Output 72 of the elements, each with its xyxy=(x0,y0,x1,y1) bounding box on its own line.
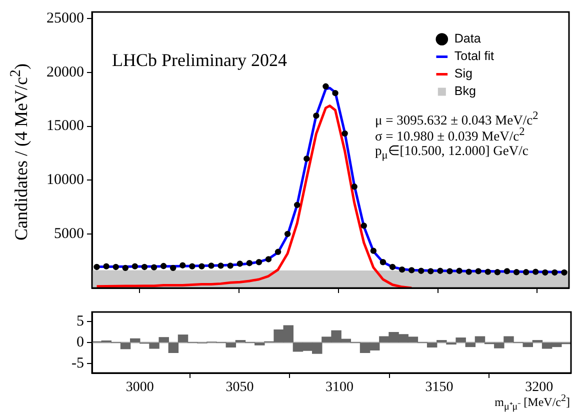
point xyxy=(160,262,167,270)
point xyxy=(408,267,415,274)
point xyxy=(532,268,539,275)
y-tick-label: 20000 xyxy=(46,64,84,80)
point xyxy=(418,268,424,274)
point xyxy=(103,263,110,270)
point xyxy=(552,269,558,276)
point xyxy=(304,156,310,162)
annotation: σ = 10.980 ± 0.039 MeV/c$^{2}$ xyxy=(375,126,525,144)
point xyxy=(180,262,186,268)
legend-label: Data xyxy=(454,32,481,46)
x-tick-label: 3100 xyxy=(325,380,354,396)
annotation: p$_{μ}$∈[10.500, 12.000] GeV/c xyxy=(375,142,528,162)
point xyxy=(522,269,530,276)
legend-label: Sig xyxy=(454,66,473,81)
point xyxy=(150,264,158,270)
point xyxy=(218,262,224,269)
point xyxy=(351,184,358,190)
y-tick-label: 10000 xyxy=(46,172,84,188)
point xyxy=(170,264,176,272)
point xyxy=(189,263,196,270)
point xyxy=(360,222,367,229)
point xyxy=(332,90,338,96)
point xyxy=(284,230,291,238)
point xyxy=(322,83,329,90)
y-tick-label: 15000 xyxy=(46,118,84,134)
x-tick-label: 3200 xyxy=(525,380,554,396)
point xyxy=(141,264,148,270)
point xyxy=(370,248,377,254)
point xyxy=(313,112,320,119)
point xyxy=(466,268,472,275)
annotation: μ = 3095.632 ± 0.043 MeV/c$^{2}$ xyxy=(375,110,538,128)
y-tick-label: 0 xyxy=(76,334,84,350)
point xyxy=(274,248,282,255)
point xyxy=(112,264,119,270)
point xyxy=(437,268,444,274)
y-tick-label: 5000 xyxy=(54,226,84,242)
point xyxy=(265,256,272,262)
point xyxy=(132,263,138,270)
y-tick-label: 5 xyxy=(76,313,84,330)
point xyxy=(380,259,386,266)
point xyxy=(198,263,205,270)
point xyxy=(504,268,510,274)
x-axis-title: m$_{μ⁺μ⁻}$ [MeV/c$^{2}$] xyxy=(494,393,570,412)
point xyxy=(208,262,214,269)
point xyxy=(456,268,462,274)
point xyxy=(342,130,348,137)
x-tick-label: 3050 xyxy=(226,380,254,396)
point xyxy=(389,264,396,270)
point xyxy=(475,268,482,274)
point xyxy=(446,268,453,274)
point xyxy=(484,268,492,275)
point xyxy=(227,262,234,269)
point xyxy=(561,269,568,276)
point xyxy=(236,260,243,267)
point xyxy=(494,269,501,276)
point xyxy=(122,264,128,272)
point xyxy=(256,259,262,266)
legend-label: Bkg xyxy=(454,84,476,98)
point xyxy=(398,266,406,273)
legend-label: Total fit xyxy=(454,49,495,64)
y-tick-label: 25000 xyxy=(46,10,84,26)
point xyxy=(246,260,253,266)
point xyxy=(294,202,300,208)
point xyxy=(513,269,520,276)
y-tick-label: -5 xyxy=(72,356,84,372)
annotation: LHCb Preliminary 2024 xyxy=(112,50,287,71)
point xyxy=(542,269,548,276)
point xyxy=(428,268,434,274)
x-tick-label: 3000 xyxy=(126,380,154,396)
point xyxy=(94,264,100,270)
x-tick-label: 3150 xyxy=(425,380,454,396)
